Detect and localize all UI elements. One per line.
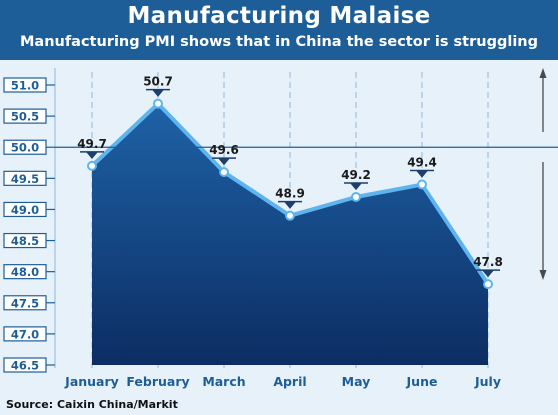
- data-point: [483, 279, 493, 290]
- chart-title: Manufacturing Malaise: [127, 3, 431, 29]
- y-tick: 49.0: [3, 201, 55, 218]
- value-marker: [212, 157, 236, 166]
- y-tick-label: 47.5: [11, 296, 39, 310]
- chart-header: Manufacturing Malaise Manufacturing PMI …: [0, 0, 558, 60]
- y-tick: 48.0: [3, 264, 55, 280]
- data-point: [219, 167, 229, 178]
- data-point: [285, 210, 295, 221]
- value-label: 49.2: [341, 168, 371, 182]
- y-tick: 50.0: [3, 139, 55, 155]
- y-tick-label: 48.5: [11, 234, 39, 248]
- value-label: 48.9: [275, 187, 305, 201]
- y-tick-label: 50.0: [11, 141, 39, 155]
- y-tick-label: 51.0: [11, 79, 39, 93]
- x-tick-label: March: [202, 374, 245, 389]
- x-tick-label: January: [64, 374, 119, 389]
- y-tick: 49.5: [3, 170, 55, 186]
- y-tick: 50.5: [3, 108, 55, 124]
- data-point: [351, 192, 361, 202]
- x-tick-label: June: [406, 374, 438, 389]
- y-tick-label: 50.5: [11, 110, 39, 124]
- value-marker: [410, 169, 434, 178]
- y-tick: 48.5: [3, 232, 55, 249]
- y-tick-label: 48.0: [11, 265, 39, 279]
- y-tick: 51.0: [3, 77, 55, 93]
- x-tick-label: May: [342, 374, 371, 389]
- value-label: 47.8: [473, 255, 503, 269]
- x-tick-label: April: [273, 374, 306, 389]
- value-marker: [80, 151, 104, 160]
- down-arrow-head: [539, 270, 547, 280]
- y-tick: 47.5: [3, 295, 55, 311]
- value-marker: [146, 88, 170, 97]
- data-point: [153, 98, 163, 109]
- chart-subtitle: Manufacturing PMI shows that in China th…: [20, 34, 538, 50]
- x-tick-label: February: [126, 374, 189, 389]
- y-tick-label: 47.0: [11, 327, 39, 341]
- value-label: 49.7: [77, 137, 107, 151]
- y-tick-label: 46.5: [11, 359, 39, 373]
- value-label: 50.7: [143, 75, 173, 89]
- y-tick-label: 49.5: [11, 172, 39, 186]
- y-tick: 46.5: [3, 357, 55, 373]
- value-marker: [476, 269, 500, 278]
- y-tick: 47.0: [3, 326, 55, 342]
- value-label: 49.6: [209, 143, 239, 157]
- y-tick-label: 49.0: [11, 203, 39, 217]
- source-note: Source: Caixin China/Markit: [6, 398, 178, 411]
- area-fill: [92, 103, 488, 366]
- value-label: 49.4: [407, 156, 437, 170]
- value-marker: [278, 200, 302, 209]
- up-arrow-head: [539, 68, 547, 78]
- x-tick-label: July: [474, 374, 501, 389]
- data-point: [87, 160, 97, 171]
- data-point: [417, 179, 427, 190]
- value-marker: [344, 182, 368, 191]
